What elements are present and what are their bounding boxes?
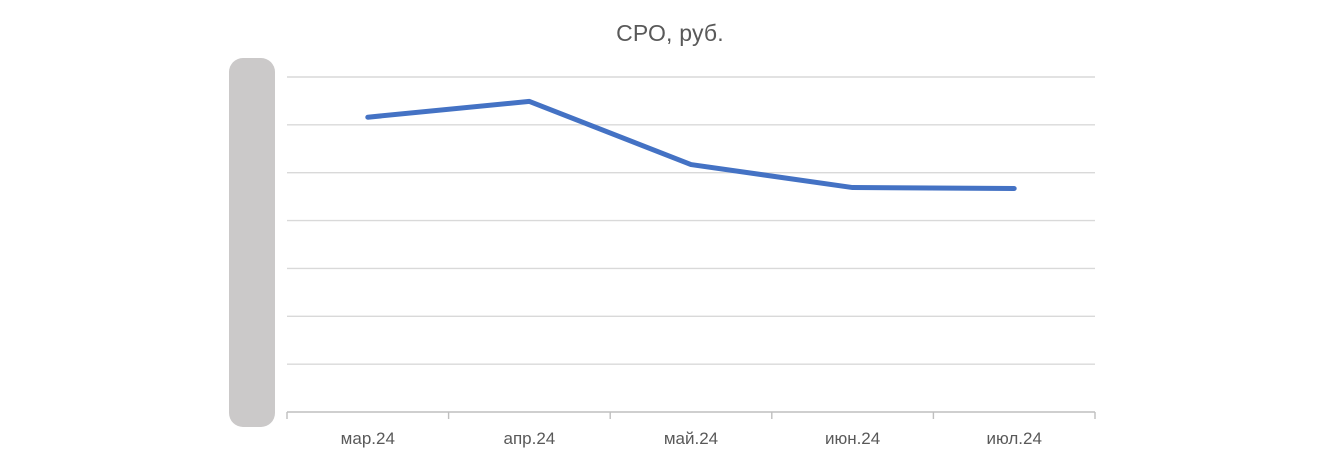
x-axis-label: май.24 <box>663 429 719 448</box>
x-axis-label: мар.24 <box>340 429 395 448</box>
chart-title: СРО, руб. <box>616 20 724 46</box>
y-axis-redaction-block <box>229 58 275 427</box>
data-line-sro <box>365 98 1017 192</box>
x-axis-label: апр.24 <box>503 429 556 448</box>
x-axis-label: июл.24 <box>986 429 1042 448</box>
x-axis-label: июн.24 <box>824 429 881 448</box>
